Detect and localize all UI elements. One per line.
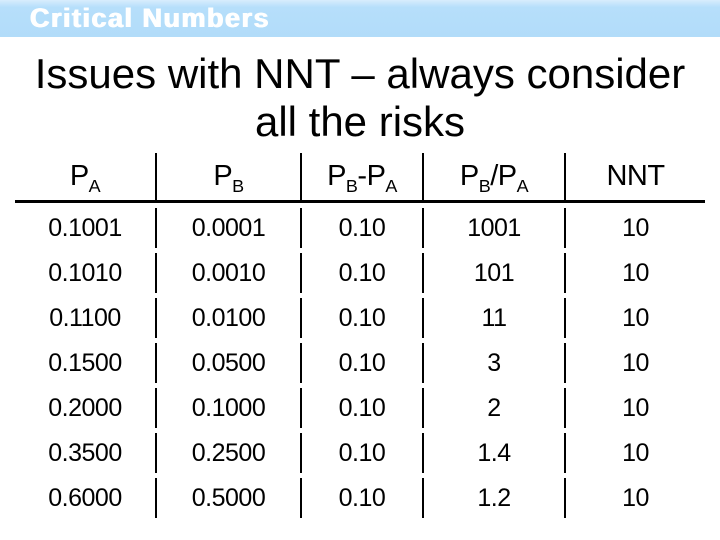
col-header-pa: PA <box>15 153 155 203</box>
table-row-7: 0.6000 0.5000 0.10 1.2 10 <box>15 478 705 518</box>
table-cell: 10 <box>564 388 705 428</box>
table-cell: 0.1100 <box>49 303 121 332</box>
table-cell: 1.4 <box>422 433 564 473</box>
table-cell: 0.10 <box>300 433 422 473</box>
header-text: -P <box>357 160 386 192</box>
nnt-table: PA PB PB-PA PB/PA NNT 0.1001 0.0001 0.10… <box>15 148 705 523</box>
table-cell: 0.5000 <box>155 478 300 518</box>
col-header-pb-over-pa: PB/PA <box>422 153 564 203</box>
table-cell: 0.10 <box>300 388 422 428</box>
table-row-2: 0.1010 0.0010 0.10 101 10 <box>15 253 705 293</box>
table-row-1: 0.1001 0.0001 0.10 1001 10 <box>15 208 705 248</box>
table-header-row: PA PB PB-PA PB/PA NNT <box>15 153 705 203</box>
table-cell: 0.2000 <box>48 393 122 422</box>
header-subscript: B <box>478 175 491 196</box>
table-cell: 1.2 <box>422 478 564 518</box>
table-cell: 0.0010 <box>155 253 300 293</box>
header-text: P <box>69 160 89 192</box>
table-cell: 0.2500 <box>155 433 300 473</box>
table-cell: 10 <box>564 208 705 248</box>
col-header-pb-minus-pa: PB-PA <box>300 153 422 203</box>
table-cell: 10 <box>564 478 705 518</box>
header-subscript: B <box>232 175 244 196</box>
header-text: NNT <box>606 160 665 192</box>
table-cell: 0.0001 <box>155 208 300 248</box>
table-cell: 0.3500 <box>48 438 122 467</box>
banner-title: Critical Numbers <box>30 3 271 33</box>
table-cell: 11 <box>422 298 564 338</box>
table-cell: 0.6000 <box>48 483 122 512</box>
table-cell: 101 <box>422 253 564 293</box>
table-row-4: 0.1500 0.0500 0.10 3 10 <box>15 343 705 383</box>
table-cell: 10 <box>564 253 705 293</box>
col-header-pb: PB <box>155 153 300 203</box>
table-cell: 0.10 <box>300 253 422 293</box>
table-cell: 0.0500 <box>155 343 300 383</box>
table-cell: 3 <box>422 343 564 383</box>
header-text: P <box>327 160 346 192</box>
table-cell: 0.10 <box>300 478 422 518</box>
table-row-5: 0.2000 0.1000 0.10 2 10 <box>15 388 705 428</box>
table-cell: 0.1010 <box>48 258 122 287</box>
nnt-table-wrap: PA PB PB-PA PB/PA NNT 0.1001 0.0001 0.10… <box>15 148 705 523</box>
col-header-nnt: NNT <box>564 153 705 203</box>
table-cell: 10 <box>564 298 705 338</box>
table-cell: 0.10 <box>300 343 422 383</box>
table-cell: 1001 <box>422 208 564 248</box>
table-cell: 0.1000 <box>155 388 300 428</box>
table-cell: 2 <box>422 388 564 428</box>
header-text: P <box>213 160 233 192</box>
slide-banner: Critical Numbers <box>0 0 720 37</box>
table-cell: 0.1500 <box>48 348 122 377</box>
table-cell: 0.0100 <box>155 298 300 338</box>
table-cell: 0.10 <box>300 298 422 338</box>
header-subscript: B <box>345 175 358 196</box>
table-cell: 10 <box>564 433 705 473</box>
header-text: P <box>459 160 479 192</box>
slide-heading: Issues with NNT – always consider all th… <box>0 50 720 146</box>
table-row-6: 0.3500 0.2500 0.10 1.4 10 <box>15 433 705 473</box>
header-text: /P <box>490 160 517 192</box>
table-cell: 0.1001 <box>48 213 122 242</box>
header-subscript: A <box>88 175 101 196</box>
header-subscript: A <box>385 175 397 196</box>
table-cell: 10 <box>564 343 705 383</box>
table-cell: 0.10 <box>300 208 422 248</box>
heading-line-1: Issues with NNT – always consider <box>34 50 686 97</box>
header-subscript: A <box>516 175 529 196</box>
heading-line-2: all the risks <box>254 98 466 145</box>
table-row-3: 0.1100 0.0100 0.10 11 10 <box>15 298 705 338</box>
